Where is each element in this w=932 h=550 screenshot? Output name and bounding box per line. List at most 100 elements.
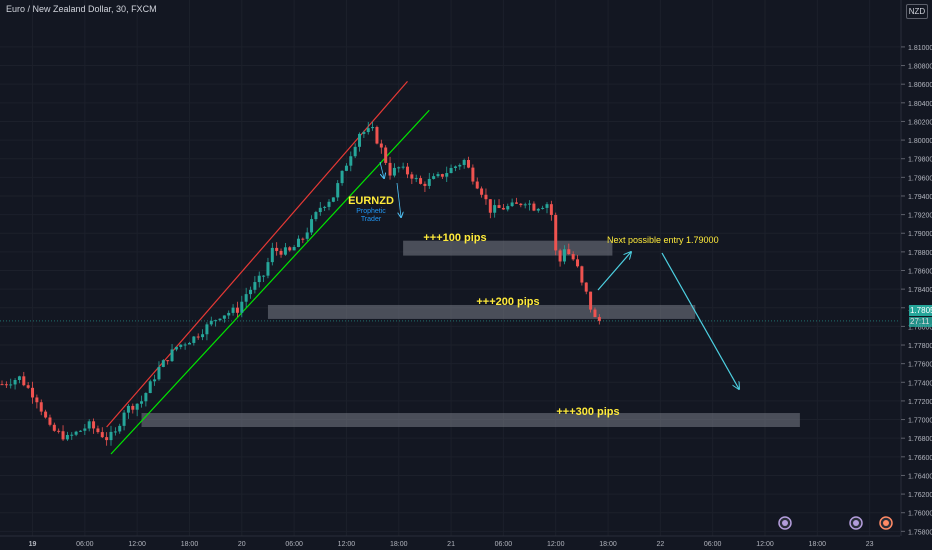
candle-body [140,401,144,404]
arrow-down [661,252,739,389]
candle-body [410,174,414,179]
time-tick-label: 19 [29,541,37,548]
event-markers [778,516,893,530]
candle-body [375,127,379,144]
lower-channel-line [110,109,430,455]
candle-body [266,262,270,276]
candle-body [196,336,200,338]
annotation-texts: EURNZD Prophetic Trader Next possible en… [348,195,719,245]
price-tick-label: 1.79800 [908,157,932,164]
currency-badge[interactable]: NZD [906,4,928,19]
entry-note: Next possible entry 1.79000 [607,235,719,245]
time-tick-label: 06:00 [495,541,513,548]
candle-body [222,315,226,319]
time-tick-label: 23 [866,541,874,548]
candle-body [214,320,218,322]
candle-body [353,146,357,157]
candle-body [589,291,593,310]
candle-body [532,203,536,211]
candle-body [414,178,418,180]
time-tick-label: 18:00 [390,541,408,548]
candle-body [405,166,409,175]
candle-body [31,387,35,398]
time-tick-label: 06:00 [704,541,722,548]
time-tick-label: 22 [656,541,664,548]
candle-body [240,301,244,313]
candle-body [270,247,274,263]
candle-body [288,247,292,251]
candle-body [549,204,553,215]
candle-body [379,143,383,148]
candle-body [144,393,148,402]
brand-line1: Prophetic [356,208,386,215]
candle-body [122,412,126,426]
arrow-up [597,252,631,291]
candle-body [397,167,401,169]
candle-body [187,342,191,345]
candle-body [453,166,457,168]
time-tick-label: 12:00 [756,541,774,548]
price-tick-label: 1.78000 [908,324,932,331]
price-tick-label: 1.79600 [908,175,932,182]
candle-body [401,166,405,168]
candle-body [314,212,318,220]
chart-title: Euro / New Zealand Dollar, 30, FXCM [6,4,157,14]
candle-body [170,349,174,362]
candle-body [423,183,427,186]
price-tick-label: 1.78400 [908,287,932,294]
price-tick-label: 1.75800 [908,529,932,536]
candle-body [432,176,436,179]
candle-body [257,275,261,283]
candle-body [349,156,353,166]
candle-body [279,250,283,255]
time-tick-label: 18:00 [809,541,827,548]
candle-body [305,232,309,239]
candle-body [388,162,392,176]
candle-body [105,437,109,441]
candle-body [296,238,300,247]
candle-body [571,254,575,260]
candle-body [52,424,56,431]
chart-grid [0,320,900,322]
price-tick-label: 1.76600 [908,455,932,462]
time-axis[interactable]: 19 06:00 12:00 18:00 20 06:00 12:00 18:00 21 06:0… [0,535,900,548]
candle-body [35,397,39,403]
candle-body [323,206,327,208]
candle-body [126,405,130,413]
zone-2-label: +++200 pips [476,296,539,308]
price-tick-label: 1.80200 [908,119,932,126]
candle-body [449,167,453,174]
candle-body [70,434,74,436]
time-tick-label: 12:00 [128,541,146,548]
price-axis[interactable]: 1.81000 1.80800 1.80600 1.80400 1.80200 1.800… [900,0,932,536]
symbol-annotation: EURNZD [348,195,394,207]
candle-body [0,384,4,386]
candle-body [283,247,287,255]
time-tick-label: 21 [447,541,455,548]
price-tick-label: 1.80400 [908,101,932,108]
pip-zones: +++100 pips +++200 pips +++300 pips [141,232,800,428]
event-icon-dot [883,520,889,526]
price-tick-label: 1.76200 [908,492,932,499]
price-tick-label: 1.81000 [908,45,932,52]
candle-body [92,421,96,429]
candle-body [510,202,514,207]
candle-body [65,434,69,440]
candle-body [61,431,65,440]
candle-body [113,431,117,433]
candle-body [227,312,231,316]
candle-body [201,334,205,338]
candle-body [554,214,558,251]
candlestick-series [0,121,601,446]
time-tick-label: 18:00 [599,541,617,548]
candle-body [135,403,139,410]
event-icon-dot [853,520,859,526]
candle-body [366,128,370,133]
candle-body [131,405,135,410]
candle-body [514,202,518,204]
candle-body [419,178,423,184]
candle-body [567,249,571,255]
candle-body [427,178,431,186]
small-arrow-1 [396,182,401,217]
